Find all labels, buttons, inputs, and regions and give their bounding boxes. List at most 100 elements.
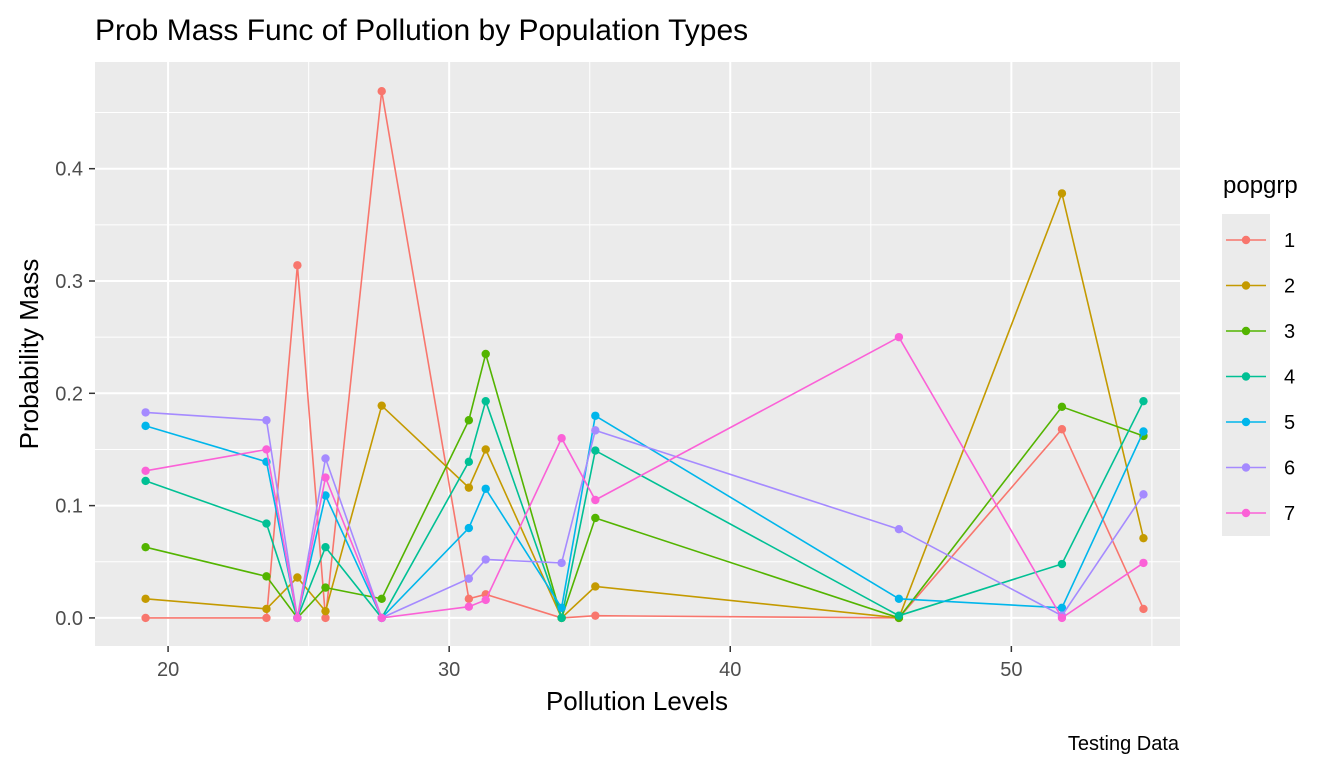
- data-point: [1139, 490, 1148, 499]
- legend-key-point: [1241, 463, 1251, 472]
- plot-panel: [95, 62, 1180, 646]
- legend-label: 1: [1284, 230, 1295, 252]
- data-point: [464, 574, 474, 583]
- data-point: [591, 582, 600, 591]
- data-point: [591, 411, 600, 420]
- series-line: [145, 411, 1145, 619]
- data-point: [1139, 427, 1148, 436]
- x-tick-label: 30: [438, 659, 460, 681]
- data-point: [293, 573, 302, 582]
- legend-title: popgrp: [1223, 172, 1298, 199]
- y-tick-label: 0.2: [55, 383, 83, 405]
- legend-item: 3: [1226, 321, 1295, 343]
- data-point: [481, 484, 490, 493]
- data-point: [464, 602, 474, 611]
- data-point: [321, 583, 330, 592]
- caption: Testing Data: [1068, 733, 1180, 755]
- data-point: [894, 525, 904, 534]
- data-point: [1057, 425, 1067, 434]
- legend-key-point: [1241, 508, 1251, 518]
- data-point: [464, 523, 474, 533]
- legend-label: 4: [1284, 367, 1295, 389]
- data-point: [1057, 559, 1067, 569]
- series-line: [145, 398, 1145, 621]
- data-point: [293, 613, 302, 623]
- data-point: [1139, 396, 1148, 406]
- data-point: [141, 594, 150, 604]
- data-point: [1057, 603, 1067, 613]
- data-point: [894, 332, 904, 342]
- data-point: [377, 401, 386, 410]
- series-line: [145, 91, 1145, 619]
- data-point: [262, 519, 271, 528]
- x-tick-label: 20: [157, 659, 179, 681]
- data-point: [141, 613, 150, 623]
- legend-label: 3: [1284, 321, 1295, 343]
- x-axis-title: Pollution Levels: [546, 686, 728, 716]
- data-point: [321, 491, 330, 500]
- data-point: [377, 613, 386, 623]
- data-point: [321, 613, 330, 623]
- data-point: [293, 261, 302, 270]
- legend-item: 7: [1226, 503, 1295, 525]
- data-point: [557, 613, 566, 623]
- chart-title: Prob Mass Func of Pollution by Populatio…: [95, 14, 748, 47]
- data-point: [1139, 558, 1148, 568]
- data-point: [321, 473, 330, 482]
- data-point: [557, 434, 566, 443]
- legend-label: 5: [1284, 412, 1295, 434]
- data-point: [464, 416, 474, 425]
- data-point: [894, 594, 904, 604]
- axis-layer: 20 30 40 50 0.0 0.1 0.2 0.3 0.4: [55, 159, 1022, 681]
- data-point: [1057, 189, 1067, 198]
- data-point: [481, 396, 490, 406]
- data-point: [262, 604, 271, 614]
- legend-label: 2: [1284, 276, 1295, 298]
- data-point: [464, 594, 474, 604]
- y-tick-label: 0.3: [55, 271, 83, 293]
- legend-item: 5: [1226, 412, 1295, 434]
- legend-item: 4: [1226, 367, 1295, 389]
- y-tick-label: 0.0: [55, 608, 83, 630]
- legend-item: 2: [1226, 276, 1295, 298]
- legend-key-point: [1241, 326, 1251, 336]
- y-tick-label: 0.4: [55, 159, 83, 181]
- legend-key-point: [1241, 235, 1251, 245]
- data-point: [481, 445, 490, 454]
- data-point: [464, 483, 474, 492]
- legend-item: 1: [1226, 230, 1295, 252]
- legend-label: 6: [1284, 458, 1295, 480]
- data-point: [1057, 402, 1067, 411]
- data-point: [557, 603, 566, 613]
- y-axis-title: Probability Mass: [14, 259, 44, 450]
- data-point: [591, 495, 600, 505]
- data-point: [141, 476, 150, 486]
- data-point: [481, 349, 490, 359]
- y-tick-label: 0.1: [55, 496, 83, 518]
- data-point: [591, 426, 600, 435]
- legend-items: 1 2 3 4 5 6 7: [1226, 230, 1295, 525]
- data-point: [591, 611, 600, 620]
- data-point: [321, 454, 330, 463]
- x-tick-label: 40: [719, 659, 741, 681]
- series-4: [141, 396, 1148, 623]
- data-point: [141, 542, 150, 552]
- data-point: [321, 606, 330, 616]
- data-point: [481, 595, 490, 605]
- data-point: [262, 572, 271, 581]
- data-point: [464, 457, 474, 467]
- legend-key-point: [1241, 417, 1251, 427]
- data-point: [141, 421, 150, 431]
- data-point: [591, 513, 600, 523]
- data-point: [557, 558, 566, 568]
- legend: popgrp 1 2 3 4 5 6 7: [1222, 172, 1298, 536]
- data-point: [141, 408, 150, 417]
- data-point: [481, 555, 490, 564]
- legend-key-point: [1241, 281, 1251, 290]
- data-point: [1057, 613, 1067, 623]
- data-point: [141, 466, 150, 475]
- data-point: [262, 613, 271, 623]
- grid-layer: [95, 62, 1180, 646]
- data-point: [1139, 533, 1148, 543]
